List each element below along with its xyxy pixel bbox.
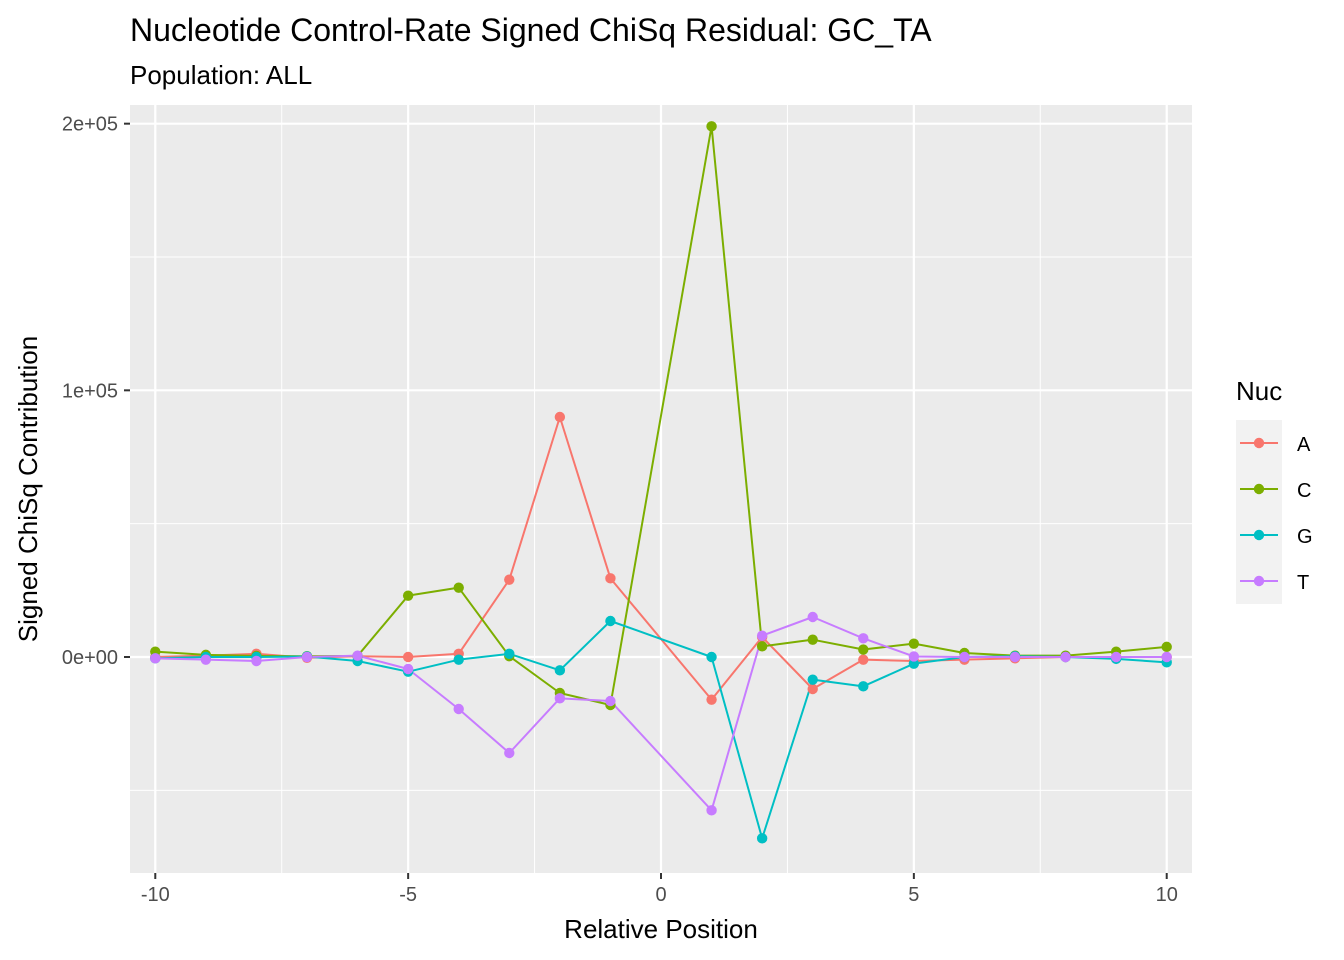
legend-label-C: C (1297, 480, 1311, 502)
data-point-A (706, 694, 717, 705)
legend: Nuc A C G T (1236, 376, 1313, 604)
x-axis-title: Relative Position (564, 914, 758, 944)
data-point-G (807, 674, 818, 685)
data-point-C (402, 590, 414, 601)
data-point-T (251, 655, 262, 667)
y-tick-label: 1e+05 (62, 380, 118, 402)
data-point-T (1060, 651, 1071, 663)
data-point-T (1110, 651, 1122, 663)
legend-label-A: A (1297, 434, 1311, 456)
data-point-T (301, 651, 313, 663)
legend-point-T (1253, 575, 1265, 587)
data-point-T (807, 611, 818, 623)
grid-major (130, 105, 1192, 873)
chart-title: Nucleotide Control-Rate Signed ChiSq Res… (130, 12, 932, 48)
data-point-A (807, 683, 818, 695)
data-point-T (200, 654, 212, 665)
y-tick-label: 0e+00 (62, 647, 118, 669)
data-point-T (352, 650, 363, 661)
data-point-A (554, 411, 566, 423)
data-point-T (150, 653, 161, 664)
data-point-A (504, 574, 515, 585)
data-point-A (605, 573, 616, 584)
data-point-T (908, 651, 920, 662)
axes-layer: -10 -5 0 5 10 0e+00 1e+05 2e+05 (62, 114, 1178, 906)
data-point-C (858, 644, 869, 655)
legend-point-G (1253, 529, 1265, 541)
chart-subtitle: Population: ALL (130, 60, 312, 90)
data-point-G (605, 615, 616, 627)
x-tick-label: 10 (1156, 884, 1178, 906)
data-point-T (1161, 651, 1172, 663)
data-point-A (858, 654, 869, 665)
data-point-G (453, 654, 464, 665)
series-line-T (155, 616, 1167, 812)
data-point-A (402, 651, 414, 663)
data-point-G (554, 665, 566, 676)
data-point-T (554, 693, 566, 704)
data-point-C (453, 582, 464, 593)
legend-point-C (1253, 483, 1265, 495)
data-point-C (908, 638, 920, 649)
data-point-T (504, 747, 515, 759)
legend-point-A (1253, 437, 1265, 449)
data-point-G (858, 681, 869, 692)
data-point-G (504, 648, 515, 659)
data-point-C (807, 634, 818, 645)
x-tick-label: 5 (908, 884, 919, 906)
legend-key-background (1236, 420, 1282, 604)
data-point-C (706, 121, 717, 132)
data-point-T (453, 703, 464, 715)
legend-title: Nuc (1236, 376, 1282, 406)
series-layer (150, 121, 1172, 844)
data-point-G (756, 833, 768, 844)
data-point-T (706, 805, 717, 816)
data-point-T (605, 695, 616, 707)
legend-label-G: G (1297, 526, 1313, 548)
y-axis-title: Signed ChiSq Contribution (13, 336, 43, 642)
data-point-C (1161, 641, 1172, 653)
data-point-T (959, 651, 970, 663)
x-tick-label: 0 (655, 884, 666, 906)
data-point-T (756, 630, 768, 641)
data-point-T (402, 663, 414, 675)
legend-label-T: T (1297, 572, 1309, 594)
data-point-C (756, 641, 768, 652)
data-point-T (1009, 651, 1021, 663)
data-point-T (858, 633, 869, 644)
x-tick-label: -10 (141, 884, 170, 906)
y-tick-label: 2e+05 (62, 114, 118, 136)
data-point-G (908, 658, 920, 669)
x-tick-label: -5 (399, 884, 417, 906)
data-point-G (706, 651, 717, 663)
